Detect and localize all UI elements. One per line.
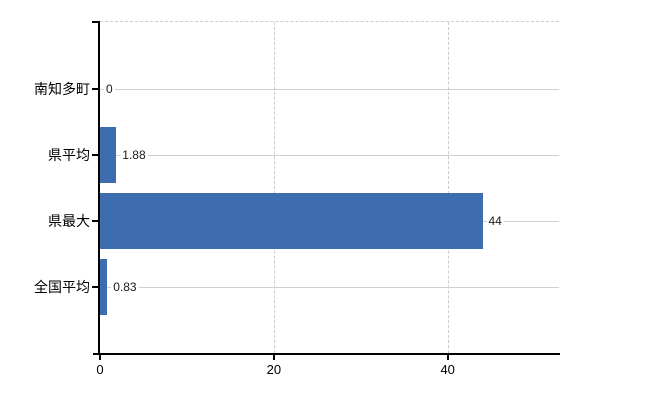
category-label: 全国平均 [34,279,90,295]
y-axis-tick [92,286,98,288]
plot-top-border [100,21,559,22]
value-label: 1.88 [120,148,148,162]
y-axis-tick [92,220,98,222]
value-label: 0 [104,82,115,96]
chart-row: 全国平均 0.83 [34,254,559,320]
value-label: 0.83 [111,280,139,294]
x-axis-tick [99,355,101,360]
category-label: 県平均 [48,147,90,163]
bar-national-average [100,259,108,315]
bar-prefecture-max [100,193,483,249]
row-gridline [100,287,559,288]
category-label: 南知多町 [34,81,90,97]
value-label: 44 [486,214,504,228]
chart-row: 南知多町 0 [34,56,559,122]
y-axis-line [98,22,100,355]
x-gridline [447,22,449,353]
x-tick-label: 0 [96,362,104,377]
y-axis-top-tick [92,21,100,23]
x-gridline [273,22,275,353]
row-gridline [100,155,559,156]
chart-row: 県平均 1.88 [48,122,559,188]
x-axis-tick [446,355,449,360]
x-axis-line [93,353,560,355]
row-gridline [100,89,559,90]
x-tick-label: 20 [266,362,282,377]
chart-row: 県最大 44 [48,188,559,254]
category-label: 県最大 [48,213,90,229]
x-tick-label: 40 [440,362,455,377]
plot-area: 南知多町 0 県平均 1.88 県最大 44 全国平均 [34,21,560,377]
bar-prefecture-average [100,127,117,183]
y-axis-tick [92,88,98,90]
x-axis-tick [272,355,275,360]
y-axis-tick [92,154,98,156]
category-rows: 南知多町 0 県平均 1.88 県最大 44 全国平均 [34,56,559,320]
